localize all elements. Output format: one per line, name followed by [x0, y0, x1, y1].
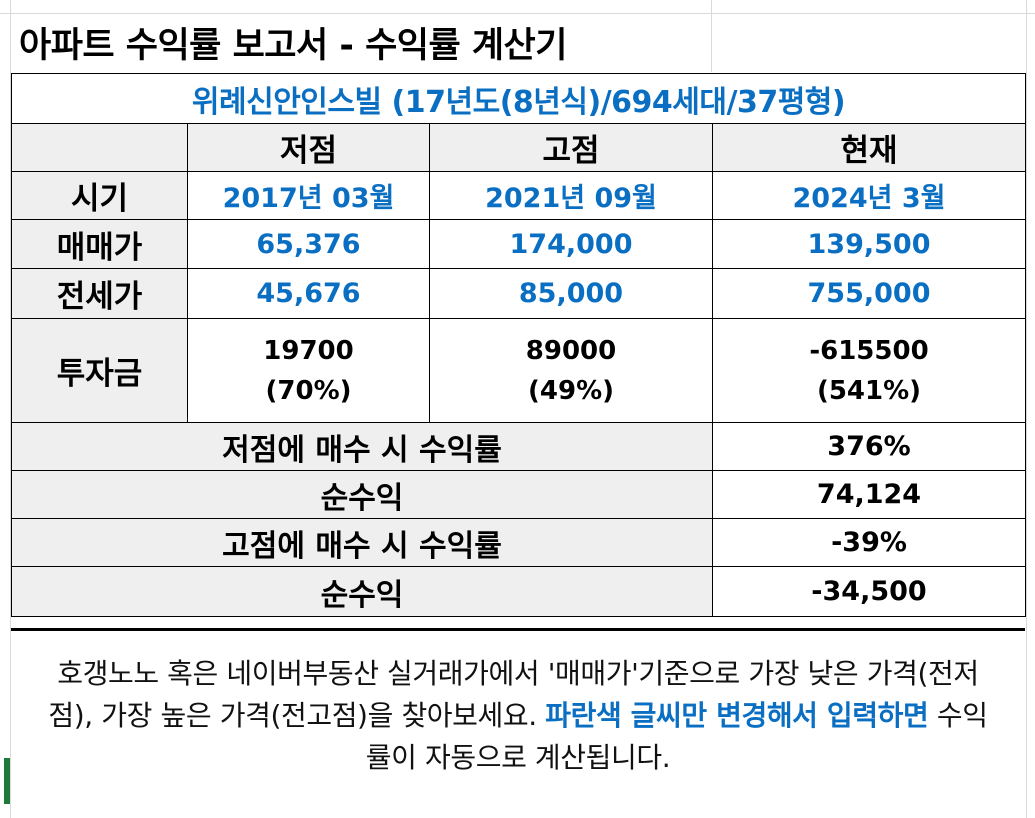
investment-label[interactable]: 투자금 — [11, 318, 188, 423]
investment-current[interactable]: -615500 (541%) — [711, 318, 1027, 423]
investment-high-amount: 89000 — [525, 335, 617, 366]
investment-low-amount: 19700 — [263, 335, 354, 366]
jeonse-current[interactable]: 755,000 — [711, 268, 1027, 319]
complex-row: 위례신안인스빌 (17년도(8년식)/694세대/37평형) — [10, 73, 1027, 124]
gridline — [10, 0, 11, 818]
result-row: 저점에 매수 시 수익률 376% — [11, 422, 1027, 471]
result-row: 고점에 매수 시 수익률 -39% — [11, 518, 1027, 567]
result-value-low-yield[interactable]: 376% — [711, 422, 1027, 471]
investment-high[interactable]: 89000 (49%) — [429, 318, 713, 423]
period-label[interactable]: 시기 — [11, 171, 188, 220]
sale-current[interactable]: 139,500 — [711, 219, 1027, 269]
row-selection-marker — [4, 758, 10, 804]
note-highlight: 파란색 글씨만 변경해서 입력하면 — [545, 699, 929, 732]
gridline — [0, 13, 1035, 14]
result-label-high-profit[interactable]: 순수익 — [11, 566, 713, 617]
period-row: 시기 2017년 03월 2021년 09월 2024년 3월 — [11, 171, 1027, 220]
result-value-high-yield[interactable]: -39% — [711, 518, 1027, 567]
result-value-high-profit[interactable]: -34,500 — [711, 566, 1027, 617]
header-high[interactable]: 고점 — [429, 123, 713, 172]
sale-label[interactable]: 매매가 — [11, 219, 188, 269]
header-low[interactable]: 저점 — [187, 123, 430, 172]
jeonse-row: 전세가 45,676 85,000 755,000 — [11, 268, 1027, 319]
investment-high-ratio: (49%) — [528, 375, 614, 406]
report-title[interactable]: 아파트 수익률 보고서 - 수익률 계산기 — [19, 25, 567, 66]
investment-low[interactable]: 19700 (70%) — [187, 318, 430, 423]
period-low[interactable]: 2017년 03월 — [187, 171, 430, 220]
period-current[interactable]: 2024년 3월 — [711, 171, 1027, 220]
result-label-high-yield[interactable]: 고점에 매수 시 수익률 — [11, 518, 713, 567]
gridline — [1026, 0, 1027, 818]
note-text-end: 수익률이 자동으로 계산됩니다. — [365, 699, 988, 774]
instruction-note[interactable]: 호갱노노 혹은 네이버부동산 실거래가에서 '매매가'기준으로 가장 낮은 가격… — [11, 628, 1025, 803]
header-row: 저점 고점 현재 — [11, 123, 1027, 172]
complex-name-cell[interactable]: 위례신안인스빌 (17년도(8년식)/694세대/37평형) — [10, 73, 1027, 124]
result-label-low-yield[interactable]: 저점에 매수 시 수익률 — [11, 422, 713, 471]
result-value-low-profit[interactable]: 74,124 — [711, 470, 1027, 519]
header-current[interactable]: 현재 — [711, 123, 1027, 172]
jeonse-low[interactable]: 45,676 — [187, 268, 430, 319]
gridline — [711, 0, 712, 72]
jeonse-high[interactable]: 85,000 — [429, 268, 713, 319]
note-text: 호갱노노 혹은 네이버부동산 실거래가에서 '매매가'기준으로 가장 낮은 가격… — [48, 657, 979, 732]
investment-current-amount: -615500 — [809, 335, 929, 366]
sale-high[interactable]: 174,000 — [429, 219, 713, 269]
result-label-low-profit[interactable]: 순수익 — [11, 470, 713, 519]
period-high[interactable]: 2021년 09월 — [429, 171, 713, 220]
result-row: 순수익 -34,500 — [11, 566, 1027, 617]
sale-low[interactable]: 65,376 — [187, 219, 430, 269]
investment-row: 투자금 19700 (70%) 89000 (49%) -615500 (541… — [11, 318, 1027, 423]
jeonse-label[interactable]: 전세가 — [11, 268, 188, 319]
investment-current-ratio: (541%) — [816, 375, 922, 406]
investment-low-ratio: (70%) — [265, 375, 352, 406]
result-row: 순수익 74,124 — [11, 470, 1027, 519]
sale-row: 매매가 65,376 174,000 139,500 — [11, 219, 1027, 269]
report-table: 위례신안인스빌 (17년도(8년식)/694세대/37평형) 저점 고점 현재 … — [10, 73, 1027, 617]
header-empty-cell[interactable] — [11, 123, 188, 172]
